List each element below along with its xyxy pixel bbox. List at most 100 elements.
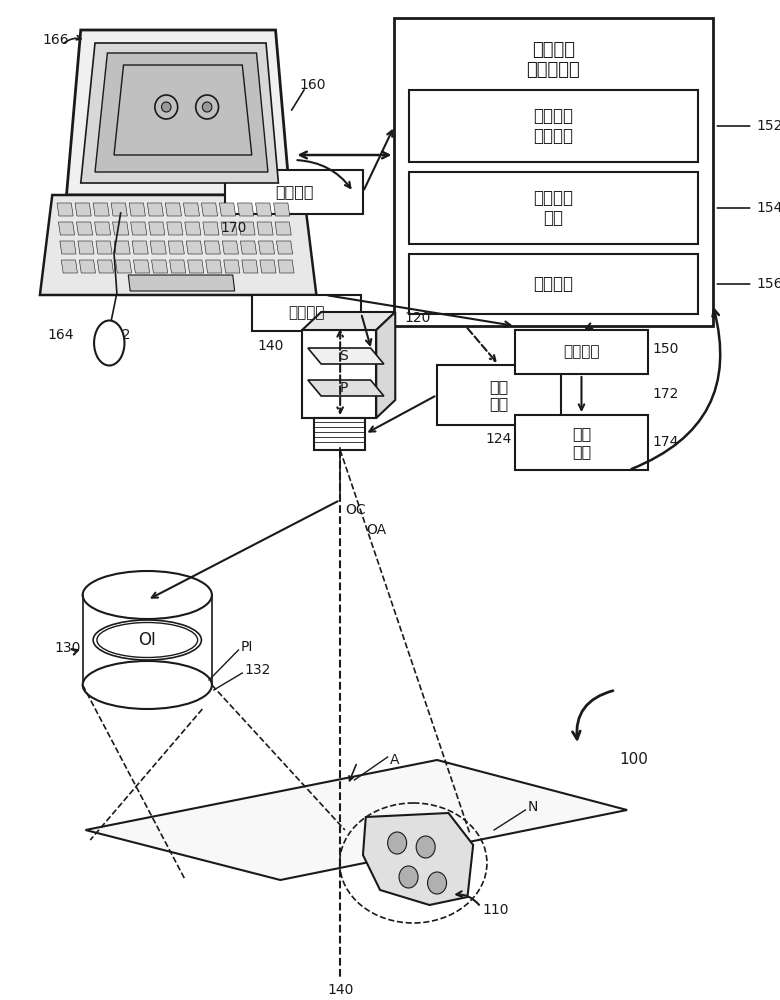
Polygon shape <box>256 203 271 216</box>
Polygon shape <box>76 222 93 235</box>
Polygon shape <box>94 222 111 235</box>
Polygon shape <box>62 260 77 273</box>
Polygon shape <box>206 260 222 273</box>
Polygon shape <box>186 241 202 254</box>
Polygon shape <box>130 222 147 235</box>
Polygon shape <box>58 222 75 235</box>
Polygon shape <box>112 203 127 216</box>
Polygon shape <box>308 380 384 396</box>
Polygon shape <box>149 222 165 235</box>
Polygon shape <box>151 260 168 273</box>
Text: 132: 132 <box>244 663 271 677</box>
Polygon shape <box>201 203 218 216</box>
Polygon shape <box>78 241 94 254</box>
Text: 154: 154 <box>757 201 780 215</box>
Polygon shape <box>167 222 183 235</box>
FancyBboxPatch shape <box>409 254 698 314</box>
Polygon shape <box>258 241 275 254</box>
Text: 120: 120 <box>405 311 431 325</box>
Polygon shape <box>96 241 112 254</box>
Text: 170: 170 <box>221 221 246 235</box>
FancyBboxPatch shape <box>515 415 648 470</box>
Ellipse shape <box>399 866 418 888</box>
Polygon shape <box>81 43 278 183</box>
Polygon shape <box>260 260 276 273</box>
Polygon shape <box>66 30 290 195</box>
FancyBboxPatch shape <box>437 365 561 425</box>
Polygon shape <box>257 222 273 235</box>
Polygon shape <box>219 203 236 216</box>
Polygon shape <box>188 260 204 273</box>
Text: 140: 140 <box>327 983 353 997</box>
FancyBboxPatch shape <box>515 330 648 374</box>
Text: N: N <box>527 800 537 814</box>
Polygon shape <box>98 260 114 273</box>
Text: 174: 174 <box>653 436 679 450</box>
Text: 检测发现: 检测发现 <box>534 275 573 293</box>
Text: PI: PI <box>240 640 253 654</box>
Polygon shape <box>242 260 258 273</box>
Text: 152: 152 <box>757 119 780 133</box>
Text: 照明控制: 照明控制 <box>275 184 314 200</box>
Polygon shape <box>93 203 109 216</box>
Text: OI: OI <box>138 631 156 649</box>
Polygon shape <box>60 241 76 254</box>
Polygon shape <box>95 53 268 172</box>
Polygon shape <box>133 260 150 273</box>
Polygon shape <box>240 241 257 254</box>
FancyBboxPatch shape <box>252 295 361 331</box>
Text: 成像器和
照明控制: 成像器和 照明控制 <box>534 107 573 145</box>
Polygon shape <box>128 275 235 291</box>
Text: 156: 156 <box>757 277 780 291</box>
Polygon shape <box>115 260 132 273</box>
Polygon shape <box>376 312 395 418</box>
Polygon shape <box>150 241 166 254</box>
Text: 图像数据: 图像数据 <box>288 306 324 320</box>
Text: 150: 150 <box>653 342 679 356</box>
Polygon shape <box>112 222 129 235</box>
Polygon shape <box>274 203 290 216</box>
Polygon shape <box>114 241 130 254</box>
Text: 视觉系统
处理（器）: 视觉系统 处理（器） <box>526 41 580 79</box>
Text: 110: 110 <box>483 903 509 917</box>
Text: A: A <box>389 753 399 767</box>
Polygon shape <box>278 260 294 273</box>
Polygon shape <box>363 813 473 905</box>
Polygon shape <box>275 222 291 235</box>
Polygon shape <box>276 241 292 254</box>
Text: 光圈
设置: 光圈 设置 <box>489 379 509 411</box>
Circle shape <box>161 102 171 112</box>
Text: 检测信息: 检测信息 <box>563 344 600 360</box>
Polygon shape <box>204 241 221 254</box>
Polygon shape <box>308 348 384 364</box>
FancyBboxPatch shape <box>225 170 363 214</box>
Polygon shape <box>165 203 182 216</box>
FancyBboxPatch shape <box>395 18 713 326</box>
FancyBboxPatch shape <box>302 330 376 418</box>
Ellipse shape <box>427 872 447 894</box>
Polygon shape <box>302 312 395 330</box>
Polygon shape <box>168 241 184 254</box>
Polygon shape <box>75 203 91 216</box>
Text: 140: 140 <box>257 339 284 353</box>
Polygon shape <box>238 203 254 216</box>
FancyBboxPatch shape <box>314 418 365 450</box>
FancyBboxPatch shape <box>409 90 698 162</box>
FancyBboxPatch shape <box>409 172 698 244</box>
Polygon shape <box>221 222 237 235</box>
Polygon shape <box>169 260 186 273</box>
Text: 166: 166 <box>43 33 69 47</box>
Text: 160: 160 <box>300 78 326 92</box>
Text: S: S <box>339 349 349 363</box>
Ellipse shape <box>83 661 212 709</box>
Polygon shape <box>129 203 145 216</box>
Text: OC: OC <box>345 503 366 517</box>
Polygon shape <box>222 241 239 254</box>
Text: 164: 164 <box>48 328 74 342</box>
Text: OA: OA <box>367 523 387 537</box>
Circle shape <box>202 102 212 112</box>
Polygon shape <box>183 203 200 216</box>
Text: 下游
处理: 下游 处理 <box>572 426 591 459</box>
Text: 172: 172 <box>653 387 679 401</box>
Text: 162: 162 <box>105 328 131 342</box>
